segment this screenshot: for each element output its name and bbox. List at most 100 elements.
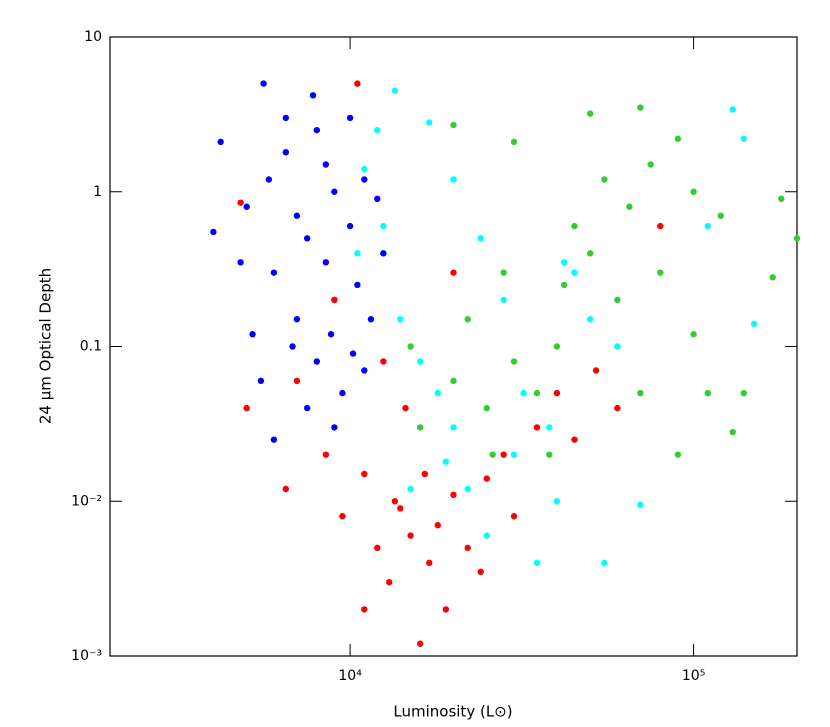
point xyxy=(637,501,644,508)
point xyxy=(500,296,507,304)
point xyxy=(331,424,338,431)
point xyxy=(500,451,507,458)
point xyxy=(434,522,441,529)
point xyxy=(637,104,644,111)
point xyxy=(483,404,490,412)
point xyxy=(510,451,518,458)
point xyxy=(647,161,654,168)
point xyxy=(361,165,368,173)
point xyxy=(349,350,357,357)
point xyxy=(243,404,250,412)
point xyxy=(553,498,561,505)
point xyxy=(601,559,608,567)
y-tick-label: 10⁻³ xyxy=(71,648,102,664)
point xyxy=(380,250,387,257)
point xyxy=(740,135,747,142)
point xyxy=(417,424,424,431)
point xyxy=(257,377,265,385)
point xyxy=(626,203,633,210)
point xyxy=(210,228,217,236)
point xyxy=(450,491,457,499)
point xyxy=(614,296,621,304)
point xyxy=(520,389,527,397)
point xyxy=(309,92,317,99)
point xyxy=(553,343,561,350)
point xyxy=(293,212,301,219)
point xyxy=(793,235,801,242)
point xyxy=(417,358,424,365)
point xyxy=(704,222,712,230)
point xyxy=(614,343,621,350)
point xyxy=(289,343,296,350)
point xyxy=(464,485,471,493)
y-axis-label: 24 μm Optical Depth xyxy=(37,268,55,424)
point xyxy=(674,451,682,458)
y-tick-label: 1 xyxy=(93,184,102,200)
point xyxy=(571,269,578,276)
point xyxy=(769,274,776,281)
point xyxy=(374,195,381,203)
point xyxy=(510,358,518,365)
point xyxy=(282,149,290,156)
point xyxy=(750,320,758,328)
point xyxy=(322,161,330,168)
x-axis-label: Luminosity (L⊙) xyxy=(393,703,512,721)
point xyxy=(483,475,490,482)
point xyxy=(217,138,224,146)
point xyxy=(560,281,568,289)
point xyxy=(361,606,368,613)
point xyxy=(586,110,594,117)
point xyxy=(282,114,290,122)
point xyxy=(303,235,311,242)
point xyxy=(483,532,490,539)
point xyxy=(354,80,361,87)
point xyxy=(464,316,471,323)
point xyxy=(704,389,712,397)
point xyxy=(407,532,414,539)
point xyxy=(237,199,244,206)
point xyxy=(464,544,471,552)
point xyxy=(434,389,441,397)
point xyxy=(380,358,387,365)
point xyxy=(407,343,414,350)
point xyxy=(571,436,578,443)
point xyxy=(361,176,368,183)
point xyxy=(374,544,381,552)
point xyxy=(729,428,736,436)
point xyxy=(243,203,250,210)
point xyxy=(553,389,561,397)
point xyxy=(361,470,368,478)
point xyxy=(303,404,311,412)
point xyxy=(426,559,433,567)
point xyxy=(442,458,450,465)
y-tick-label: 0.1 xyxy=(80,339,102,355)
point xyxy=(533,559,541,567)
point xyxy=(450,176,457,183)
point xyxy=(421,470,429,478)
point xyxy=(450,377,457,385)
point xyxy=(322,259,330,266)
point xyxy=(374,126,381,134)
point xyxy=(293,316,301,323)
point xyxy=(313,126,321,134)
point xyxy=(442,606,450,613)
point xyxy=(571,222,578,230)
point xyxy=(533,424,541,431)
point xyxy=(586,316,594,323)
point xyxy=(637,389,644,397)
point xyxy=(489,451,496,458)
point xyxy=(339,389,346,397)
point xyxy=(614,404,621,412)
point xyxy=(477,568,484,576)
point xyxy=(510,138,518,146)
point xyxy=(690,331,697,338)
point xyxy=(270,269,278,276)
point xyxy=(740,389,747,397)
point xyxy=(313,358,321,365)
point xyxy=(690,188,697,195)
point xyxy=(601,176,608,183)
point xyxy=(367,316,375,323)
point xyxy=(533,389,541,397)
point xyxy=(510,513,518,520)
